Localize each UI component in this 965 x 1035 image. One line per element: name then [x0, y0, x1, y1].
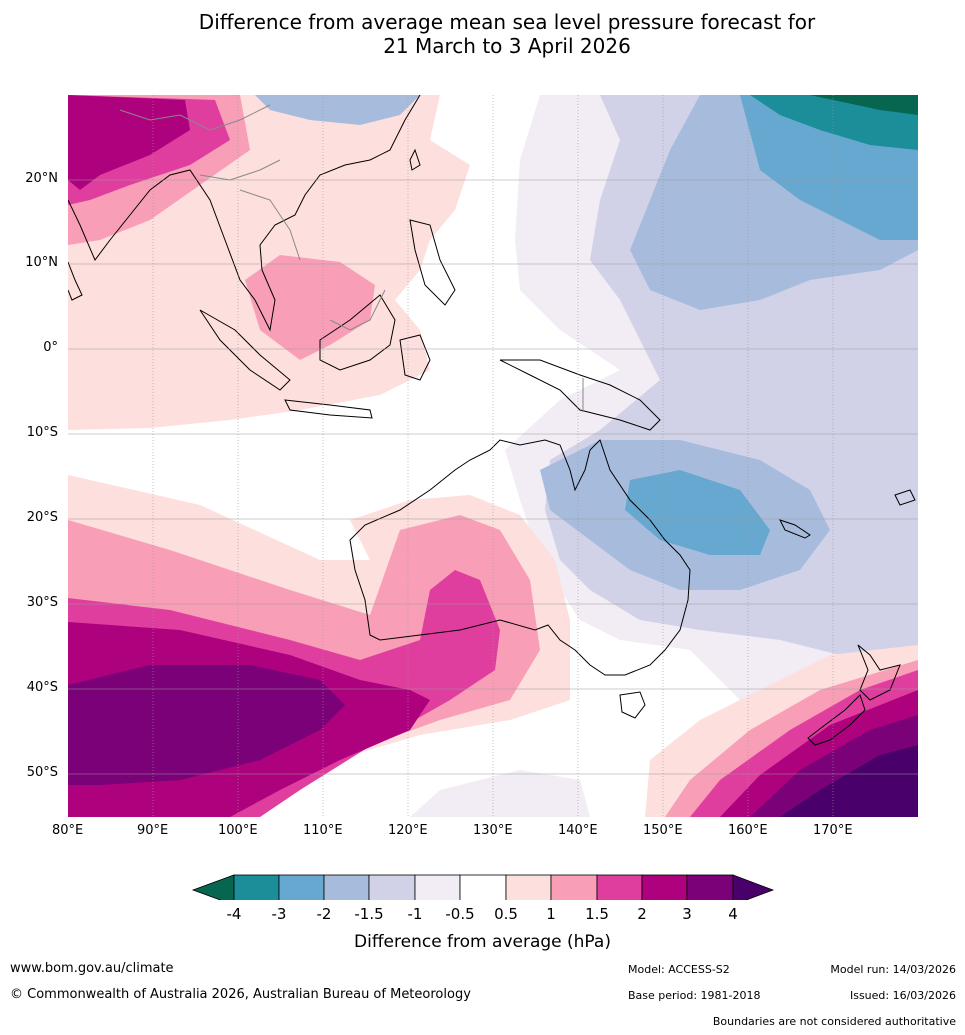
colorbar-swatch-below-4: [191, 874, 235, 900]
country-borders: [119, 104, 584, 412]
new-guinea-coastline: [499, 359, 661, 431]
anomaly-band-3-south: [68, 665, 345, 785]
colorbar-title: Difference from average (hPa): [354, 932, 611, 952]
lat-label-10N: 10°N: [25, 255, 58, 270]
lon-label-80E: 80°E: [52, 823, 84, 838]
anomaly-band-4-nz: [780, 745, 918, 817]
colorbar-swatch-neg4: [233, 874, 280, 900]
anomaly-band-neg2-coral: [625, 470, 770, 555]
model-run-date: Model run: 14/03/2026: [830, 963, 956, 976]
colorbar-tick: 4: [728, 905, 738, 923]
anomaly-band-neg4-npac: [810, 95, 918, 115]
asia-mainland-coastline: [68, 95, 421, 332]
copyright-text: © Commonwealth of Australia 2026, Austra…: [10, 987, 471, 1002]
colorbar: [191, 874, 775, 900]
philippines-coastline: [409, 219, 456, 306]
model-name: Model: ACCESS-S2: [628, 963, 730, 976]
new-zealand-south-coastline: [807, 694, 866, 746]
colorbar-tick: 0.5: [494, 905, 518, 923]
colorbar-tick: 1.5: [585, 905, 609, 923]
colorbar-tick: -2: [316, 905, 332, 923]
tasmania-coastline: [619, 691, 646, 719]
sulawesi-coastline: [399, 334, 431, 381]
colorbar-tick: -1: [407, 905, 423, 923]
colorbar-swatch-1: [550, 874, 598, 900]
colorbar-tick: 1: [546, 905, 556, 923]
map-title: Difference from average mean sea level p…: [0, 10, 965, 58]
anomaly-band-1-north-b: [245, 255, 375, 360]
colorbar-swatch-2: [641, 874, 688, 900]
colorbar-tick: 2: [637, 905, 647, 923]
colorbar-swatch-3: [686, 874, 734, 900]
lon-label-120E: 120°E: [388, 823, 428, 838]
fiji-coastline: [894, 489, 916, 506]
sumatra-coastline: [199, 309, 291, 391]
colorbar-swatch-neutral: [459, 874, 507, 900]
colorbar-swatch-above-4: [732, 874, 775, 900]
colorbar-tick: -4: [226, 905, 242, 923]
lat-label-30S: 30°S: [26, 595, 58, 610]
java-coastline: [284, 399, 373, 419]
lon-label-170E: 170°E: [813, 823, 853, 838]
lon-label-150E: 150°E: [643, 823, 683, 838]
boundaries-disclaimer: Boundaries are not considered authoritat…: [712, 1015, 956, 1028]
lat-label-50S: 50°S: [26, 765, 58, 780]
colorbar-tick: -0.5: [445, 905, 475, 923]
colorbar-swatch-neg1: [414, 874, 461, 900]
title-line-2: 21 March to 3 April 2026: [383, 34, 631, 58]
website-link[interactable]: www.bom.gov.au/climate: [10, 961, 174, 976]
colorbar-tick: 3: [682, 905, 692, 923]
lon-label-140E: 140°E: [558, 823, 598, 838]
lon-label-100E: 100°E: [218, 823, 258, 838]
anomaly-field: [68, 95, 918, 817]
taiwan-coastline: [409, 148, 421, 171]
anomaly-band-neg1-japan: [255, 95, 420, 125]
lat-label-0: 0°: [43, 340, 58, 355]
colorbar-swatch-neg1.5: [368, 874, 416, 900]
new-zealand-north-coastline: [857, 644, 901, 701]
australia-coastline: [349, 439, 691, 676]
pressure-anomaly-map: [68, 95, 918, 900]
colorbar-swatch-neg2: [323, 874, 370, 900]
lat-label-20S: 20°S: [26, 510, 58, 525]
borneo-coastline: [319, 294, 396, 371]
colorbar-swatch-1.5: [596, 874, 643, 900]
colorbar-swatch-0.5: [505, 874, 552, 900]
colorbar-tick: -3: [271, 905, 287, 923]
issued-date: Issued: 16/03/2026: [849, 989, 956, 1002]
lon-label-90E: 90°E: [137, 823, 169, 838]
india-west-coastline: [68, 261, 83, 301]
anomaly-band-neg0.5-south: [410, 770, 590, 817]
asia-borders: [119, 104, 386, 331]
lon-label-160E: 160°E: [728, 823, 768, 838]
graticule: [68, 95, 918, 817]
colorbar-swatch-neg3: [278, 874, 325, 900]
lon-label-110E: 110°E: [303, 823, 343, 838]
lat-label-20N: 20°N: [25, 171, 58, 186]
lat-label-10S: 10°S: [26, 425, 58, 440]
new-caledonia-coastline: [779, 519, 811, 539]
lon-label-130E: 130°E: [473, 823, 513, 838]
colorbar-tick: -1.5: [354, 905, 384, 923]
coastlines: [68, 95, 916, 746]
title-line-1: Difference from average mean sea level p…: [198, 10, 816, 34]
base-period: Base period: 1981-2018: [628, 989, 761, 1002]
lat-label-40S: 40°S: [26, 680, 58, 695]
